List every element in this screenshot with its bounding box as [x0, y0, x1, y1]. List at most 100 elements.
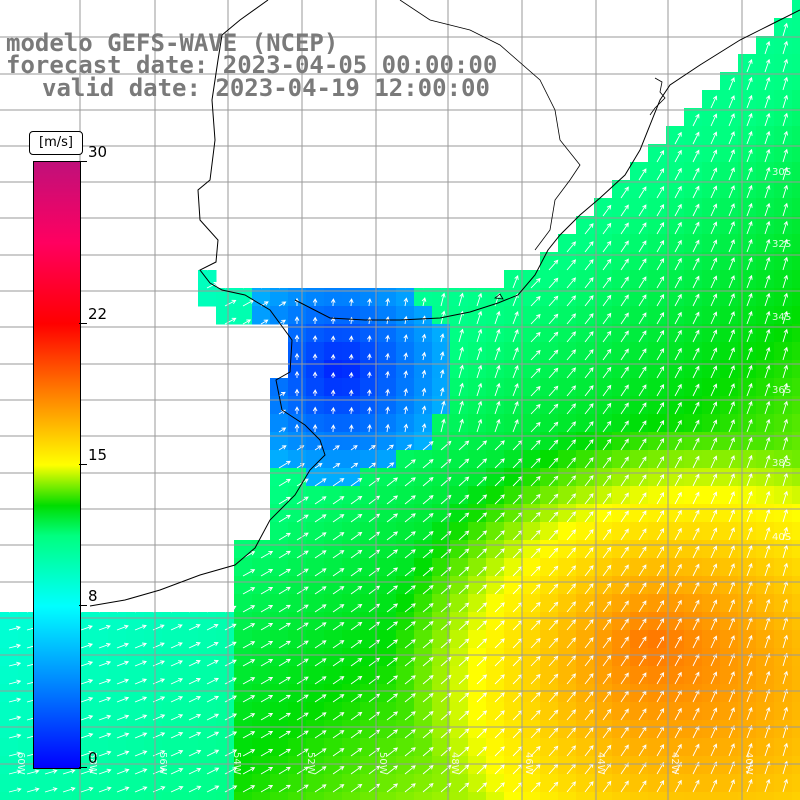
- wind-arrow: [620, 222, 629, 235]
- wind-arrow: [476, 566, 488, 577]
- wind-speed-cell: [324, 738, 343, 757]
- wind-arrow: [404, 477, 416, 487]
- wind-speed-cell: [576, 288, 595, 307]
- wind-speed-cell: [450, 342, 469, 361]
- wind-speed-cell: [792, 306, 800, 325]
- wind-arrow: [746, 328, 753, 343]
- wind-speed-cell: [720, 342, 739, 361]
- wind-arrow: [764, 544, 771, 559]
- wind-speed-cell: [252, 720, 271, 739]
- wind-speed-cell: [306, 342, 325, 361]
- wind-speed-cell: [774, 270, 793, 289]
- wind-speed-cell: [774, 558, 793, 577]
- wind-arrow: [674, 491, 682, 505]
- wind-arrow: [404, 711, 416, 721]
- wind-speed-cell: [684, 414, 703, 433]
- wind-speed-cell: [486, 612, 505, 631]
- wind-arrow: [170, 624, 183, 631]
- wind-arrow: [674, 203, 682, 217]
- wind-speed-cell: [522, 756, 541, 775]
- wind-speed-cell: [540, 270, 559, 289]
- wind-speed-cell: [774, 144, 793, 163]
- wind-arrow: [584, 583, 594, 595]
- wind-arrow: [584, 709, 594, 721]
- wind-arrow: [566, 367, 577, 379]
- wind-arrow: [602, 528, 612, 541]
- wind-speed-cell: [396, 684, 415, 703]
- wind-speed-cell: [720, 252, 739, 271]
- wind-speed-cell: [468, 306, 487, 325]
- wind-arrow: [764, 310, 771, 325]
- wind-speed-cell: [396, 594, 415, 613]
- wind-arrow: [620, 744, 629, 757]
- wind-arrow: [350, 783, 363, 793]
- wind-arrow: [548, 493, 559, 505]
- wind-arrow: [134, 606, 147, 613]
- wind-speed-cell: [720, 558, 739, 577]
- wind-arrow: [764, 112, 771, 127]
- wind-arrow: [386, 783, 399, 793]
- wind-arrow: [620, 474, 629, 487]
- wind-arrow: [385, 406, 390, 415]
- wind-speed-cell: [414, 414, 433, 433]
- wind-arrow: [782, 778, 789, 793]
- wind-speed-cell: [648, 702, 667, 721]
- wind-speed-cell: [324, 630, 343, 649]
- wind-speed-cell: [396, 558, 415, 577]
- wind-arrow: [656, 420, 665, 433]
- wind-arrow: [530, 295, 541, 307]
- wind-arrow: [782, 562, 789, 577]
- wind-arrow: [548, 745, 559, 757]
- wind-speed-cell: [198, 684, 217, 703]
- wind-speed-cell: [306, 468, 325, 487]
- wind-speed-cell: [792, 522, 800, 541]
- wind-speed-cell: [486, 792, 505, 800]
- wind-arrow: [312, 389, 318, 397]
- wind-speed-cell: [612, 630, 631, 649]
- wind-speed-cell: [270, 486, 289, 505]
- wind-arrow: [764, 76, 771, 91]
- wind-speed-cell: [702, 342, 721, 361]
- wind-speed-cell: [702, 648, 721, 667]
- wind-speed-cell: [486, 684, 505, 703]
- wind-arrow: [314, 550, 327, 559]
- wind-arrow: [332, 496, 345, 505]
- wind-arrow: [314, 462, 323, 469]
- wind-speed-cell: [108, 612, 127, 631]
- wind-arrow: [494, 364, 501, 379]
- wind-speed-cell: [666, 558, 685, 577]
- wind-arrow: [656, 402, 665, 415]
- wind-arrow: [367, 371, 372, 379]
- wind-speed-cell: [558, 576, 577, 595]
- wind-arrow: [710, 401, 718, 415]
- wind-speed-cell: [684, 594, 703, 613]
- wind-arrow: [224, 659, 237, 667]
- wind-arrow: [584, 259, 594, 271]
- wind-speed-cell: [396, 504, 415, 523]
- wind-speed-cell: [756, 162, 775, 181]
- wind-arrow: [764, 346, 771, 361]
- wind-speed-cell: [144, 792, 163, 800]
- wind-speed-cell: [666, 126, 685, 145]
- wind-arrow: [530, 493, 541, 505]
- wind-speed-cell: [144, 774, 163, 793]
- wind-arrow: [476, 710, 488, 721]
- wind-speed-cell: [558, 612, 577, 631]
- wind-speed-cell: [324, 702, 343, 721]
- wind-arrow: [80, 607, 93, 613]
- wind-arrow: [728, 257, 735, 271]
- wind-arrow: [170, 732, 184, 739]
- wind-speed-cell: [540, 612, 559, 631]
- wind-speed-cell: [666, 576, 685, 595]
- wind-speed-cell: [720, 486, 739, 505]
- wind-arrow: [422, 494, 434, 505]
- wind-speed-cell: [252, 576, 271, 595]
- wind-speed-cell: [630, 396, 649, 415]
- wind-arrow: [548, 475, 559, 487]
- wind-arrow: [602, 546, 612, 559]
- wind-speed-cell: [540, 774, 559, 793]
- wind-arrow: [566, 565, 577, 577]
- wind-speed-cell: [234, 756, 253, 775]
- wind-arrow: [421, 333, 427, 343]
- wind-arrow: [278, 676, 291, 685]
